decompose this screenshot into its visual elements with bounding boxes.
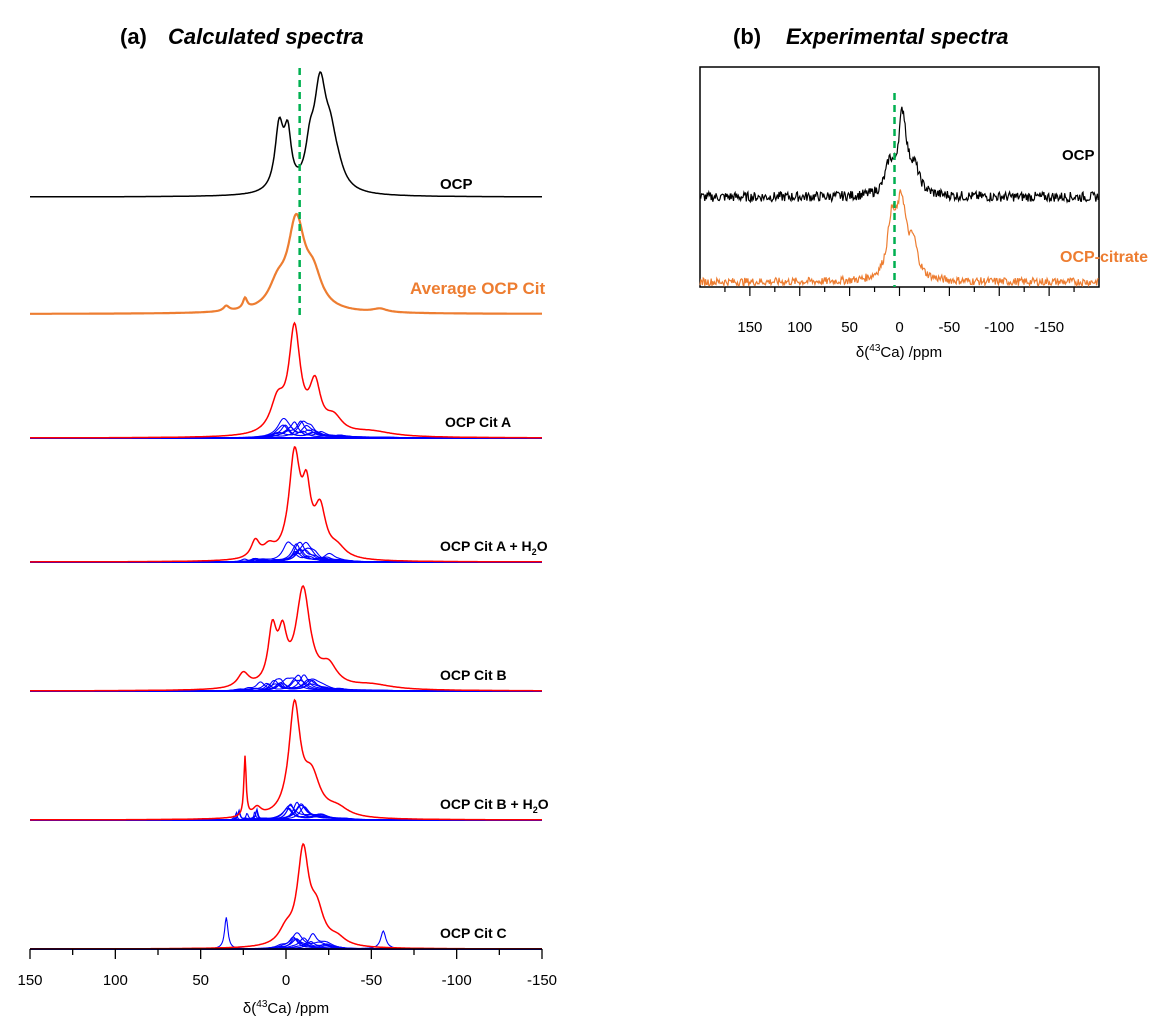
panel-a-ticks: 150 100 50 0 -50 -100 -150 (17, 949, 557, 989)
trace-exp-ocp (699, 106, 1099, 204)
label-ocp-cit-b: OCP Cit B (440, 667, 507, 683)
x-tick-label: 150 (737, 319, 762, 336)
x-tick-label: 50 (192, 972, 209, 989)
trace-ocp-cit-b-h2o (30, 698, 542, 821)
label-exp-ocp: OCP (1062, 147, 1095, 164)
x-tick-label: -100 (442, 972, 472, 989)
x-tick-label: 100 (787, 319, 812, 336)
panel-b-traces (699, 106, 1099, 288)
x-tick-label: 150 (17, 972, 42, 989)
panel-a-xlabel: δ(43Ca) /ppm (243, 999, 329, 1017)
panel-b-title: (b) Experimental spectra (733, 24, 1009, 49)
x-tick-label: 50 (841, 319, 858, 336)
label-ocp-cit-c: OCP Cit C (440, 925, 507, 941)
x-tick-label: -50 (360, 972, 382, 989)
panel-a-title: (a) Calculated spectra (120, 24, 364, 49)
x-tick-label: 100 (103, 972, 128, 989)
panel-a-title-text: Calculated spectra (168, 24, 364, 49)
panel-a-traces (30, 70, 542, 950)
x-tick-label: 0 (895, 319, 903, 336)
x-tick-label: 0 (282, 972, 290, 989)
trace-average-ocp-cit (30, 212, 542, 315)
trace-ocp-cit-a (30, 321, 542, 439)
panel-b-frame (699, 66, 1100, 288)
label-average-ocp-cit: Average OCP Cit (410, 279, 545, 298)
panel-b-letter: (b) (733, 24, 761, 49)
trace-ocp-cit-a-h2o (30, 446, 542, 563)
label-ocp: OCP (440, 176, 473, 193)
x-tick-label: -50 (939, 319, 961, 336)
label-ocp-cit-a: OCP Cit A (445, 414, 511, 430)
panel-a-plot: 150 100 50 0 -50 -100 -150 δ(43Ca) /ppm OCP Av… (17, 68, 557, 1017)
trace-ocp-cit-b (30, 584, 542, 692)
panel-b-plot: 150 100 50 0 -50 -100 -150 δ(43Ca) /ppm OCP OC… (699, 66, 1148, 361)
x-tick-label: -150 (527, 972, 557, 989)
label-ocp-cit-b-h2o: OCP Cit B + H2O (440, 796, 549, 815)
trace-ocp (30, 70, 542, 198)
x-tick-label: -150 (1034, 319, 1064, 336)
label-ocp-cit-a-h2o: OCP Cit A + H2O (440, 538, 548, 557)
panel-b-title-text: Experimental spectra (786, 24, 1009, 49)
panel-b-ticks: 150 100 50 0 -50 -100 -150 (724, 287, 1075, 336)
trace-exp-ocp-citrate (699, 189, 1099, 288)
label-exp-ocp-citrate: OCP-citrate (1060, 249, 1148, 266)
x-tick-label: -100 (984, 319, 1014, 336)
panel-b-xlabel: δ(43Ca) /ppm (856, 343, 942, 361)
panel-a-letter: (a) (120, 24, 147, 49)
